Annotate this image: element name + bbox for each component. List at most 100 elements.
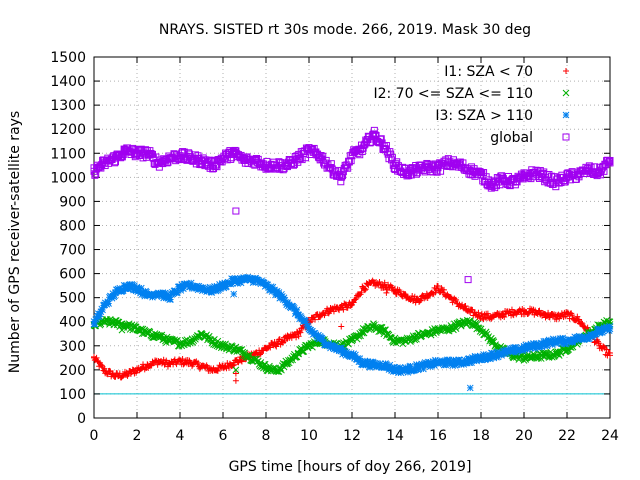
data-point-i1-sza-70 [531,309,538,316]
data-point-i1-sza-70 [359,285,366,292]
point-i1-sza-70 [160,356,167,363]
x-tick-label: 12 [343,428,361,444]
data-point-i2-70-sza-110 [208,337,216,345]
data-point-global [488,181,496,189]
point-i1-sza-70 [525,310,532,317]
point-i3-sza-110 [213,282,221,290]
point-i3-sza-110 [425,358,432,366]
point-i3-sza-110 [212,287,220,295]
data-point-i3-sza-110 [585,332,592,340]
data-point-i2-70-sza-110 [133,325,141,333]
point-i3-sza-110 [127,285,135,292]
point-i3-sza-110 [103,300,111,308]
point-i3-sza-110 [562,340,570,348]
point-i3-sza-110 [394,367,401,375]
point-i3-sza-110 [269,283,277,291]
data-point-i1-sza-70 [392,287,398,294]
point-i3-sza-110 [429,358,437,365]
data-point-global [520,173,528,181]
data-point-global [316,152,324,160]
data-point-i2-70-sza-110 [531,353,539,360]
data-point-i1-sza-70 [220,364,226,371]
data-point-i2-70-sza-110 [477,325,485,333]
data-point-i2-70-sza-110 [520,354,528,362]
data-point-i1-sza-70 [295,330,302,337]
legend-label-i1-sza-70: I1: SZA < 70 [444,64,533,80]
data-point-i2-70-sza-110 [187,337,195,345]
point-i1-sza-70 [409,292,416,299]
data-point-global [499,176,506,184]
point-i1-sza-70 [116,370,123,377]
outlier-i1-sza-70 [232,377,239,384]
data-point-global [273,161,281,169]
data-point-i2-70-sza-110 [380,328,388,335]
data-point-i1-sza-70 [263,345,269,352]
point-i3-sza-110 [405,366,413,373]
point-i3-sza-110 [501,348,509,355]
point-i2-70-sza-110 [447,322,455,329]
data-point-global [165,154,173,162]
y-tick-label: 400 [59,315,86,331]
point-global [600,167,608,175]
data-point-i1-sza-70 [209,366,216,373]
point-i3-sza-110 [143,288,150,296]
data-point-i2-70-sza-110 [230,344,238,352]
point-i3-sza-110 [260,279,268,287]
data-point-i3-sza-110 [380,361,388,369]
data-point-global [585,166,592,174]
point-i2-70-sza-110 [244,352,252,359]
point-i1-sza-70 [416,297,423,304]
data-point-i1-sza-70 [370,280,377,287]
data-point-i3-sza-110 [241,276,248,283]
data-point-i3-sza-110 [370,361,377,369]
data-point-i2-70-sza-110 [165,337,173,345]
point-global [347,157,355,165]
point-global [413,170,420,178]
legend-marker-global [562,133,570,141]
point-i3-sza-110 [343,348,351,356]
point-i1-sza-70 [484,310,491,317]
y-tick-label: 1000 [50,170,86,186]
data-point-i3-sza-110 [552,337,560,345]
data-point-global [391,161,399,169]
data-point-i1-sza-70 [445,293,452,300]
data-point-i1-sza-70 [542,311,549,318]
point-i3-sza-110 [530,339,537,347]
data-point-i2-70-sza-110 [445,325,453,333]
data-point-global [230,149,238,157]
data-point-global [305,147,313,155]
data-point-i3-sza-110 [434,359,442,367]
data-point-global [176,152,184,160]
point-i3-sza-110 [407,362,414,370]
data-point-global [155,159,162,167]
data-point-i2-70-sza-110 [488,337,496,345]
data-point-i2-70-sza-110 [391,337,399,345]
point-i3-sza-110 [439,358,447,365]
point-i3-sza-110 [480,351,487,358]
x-tick-label: 4 [176,428,185,444]
point-i3-sza-110 [569,338,577,346]
data-point-i1-sza-70 [112,372,119,379]
point-i1-sza-70 [441,286,448,293]
point-i3-sza-110 [452,358,460,365]
point-i3-sza-110 [227,280,235,288]
data-point-i2-70-sza-110 [423,330,431,338]
point-i1-sza-70 [257,350,264,357]
point-i3-sza-110 [280,294,288,302]
data-point-i1-sza-70 [134,366,140,373]
series-0 [91,277,613,384]
point-i2-70-sza-110 [219,340,227,348]
x-tick-label: 2 [133,428,142,444]
data-point-i3-sza-110 [520,344,528,352]
point-global [118,153,126,161]
point-i1-sza-70 [534,310,541,317]
data-point-global [187,154,195,162]
point-i3-sza-110 [487,355,494,363]
data-point-i3-sza-110 [198,284,205,292]
outlier-i2-70-sza-110 [232,366,240,374]
data-point-i2-70-sza-110 [144,330,152,338]
point-i3-sza-110 [278,290,285,298]
point-i1-sza-70 [352,296,359,303]
point-i3-sza-110 [557,335,565,343]
x-tick-label: 18 [472,428,490,444]
